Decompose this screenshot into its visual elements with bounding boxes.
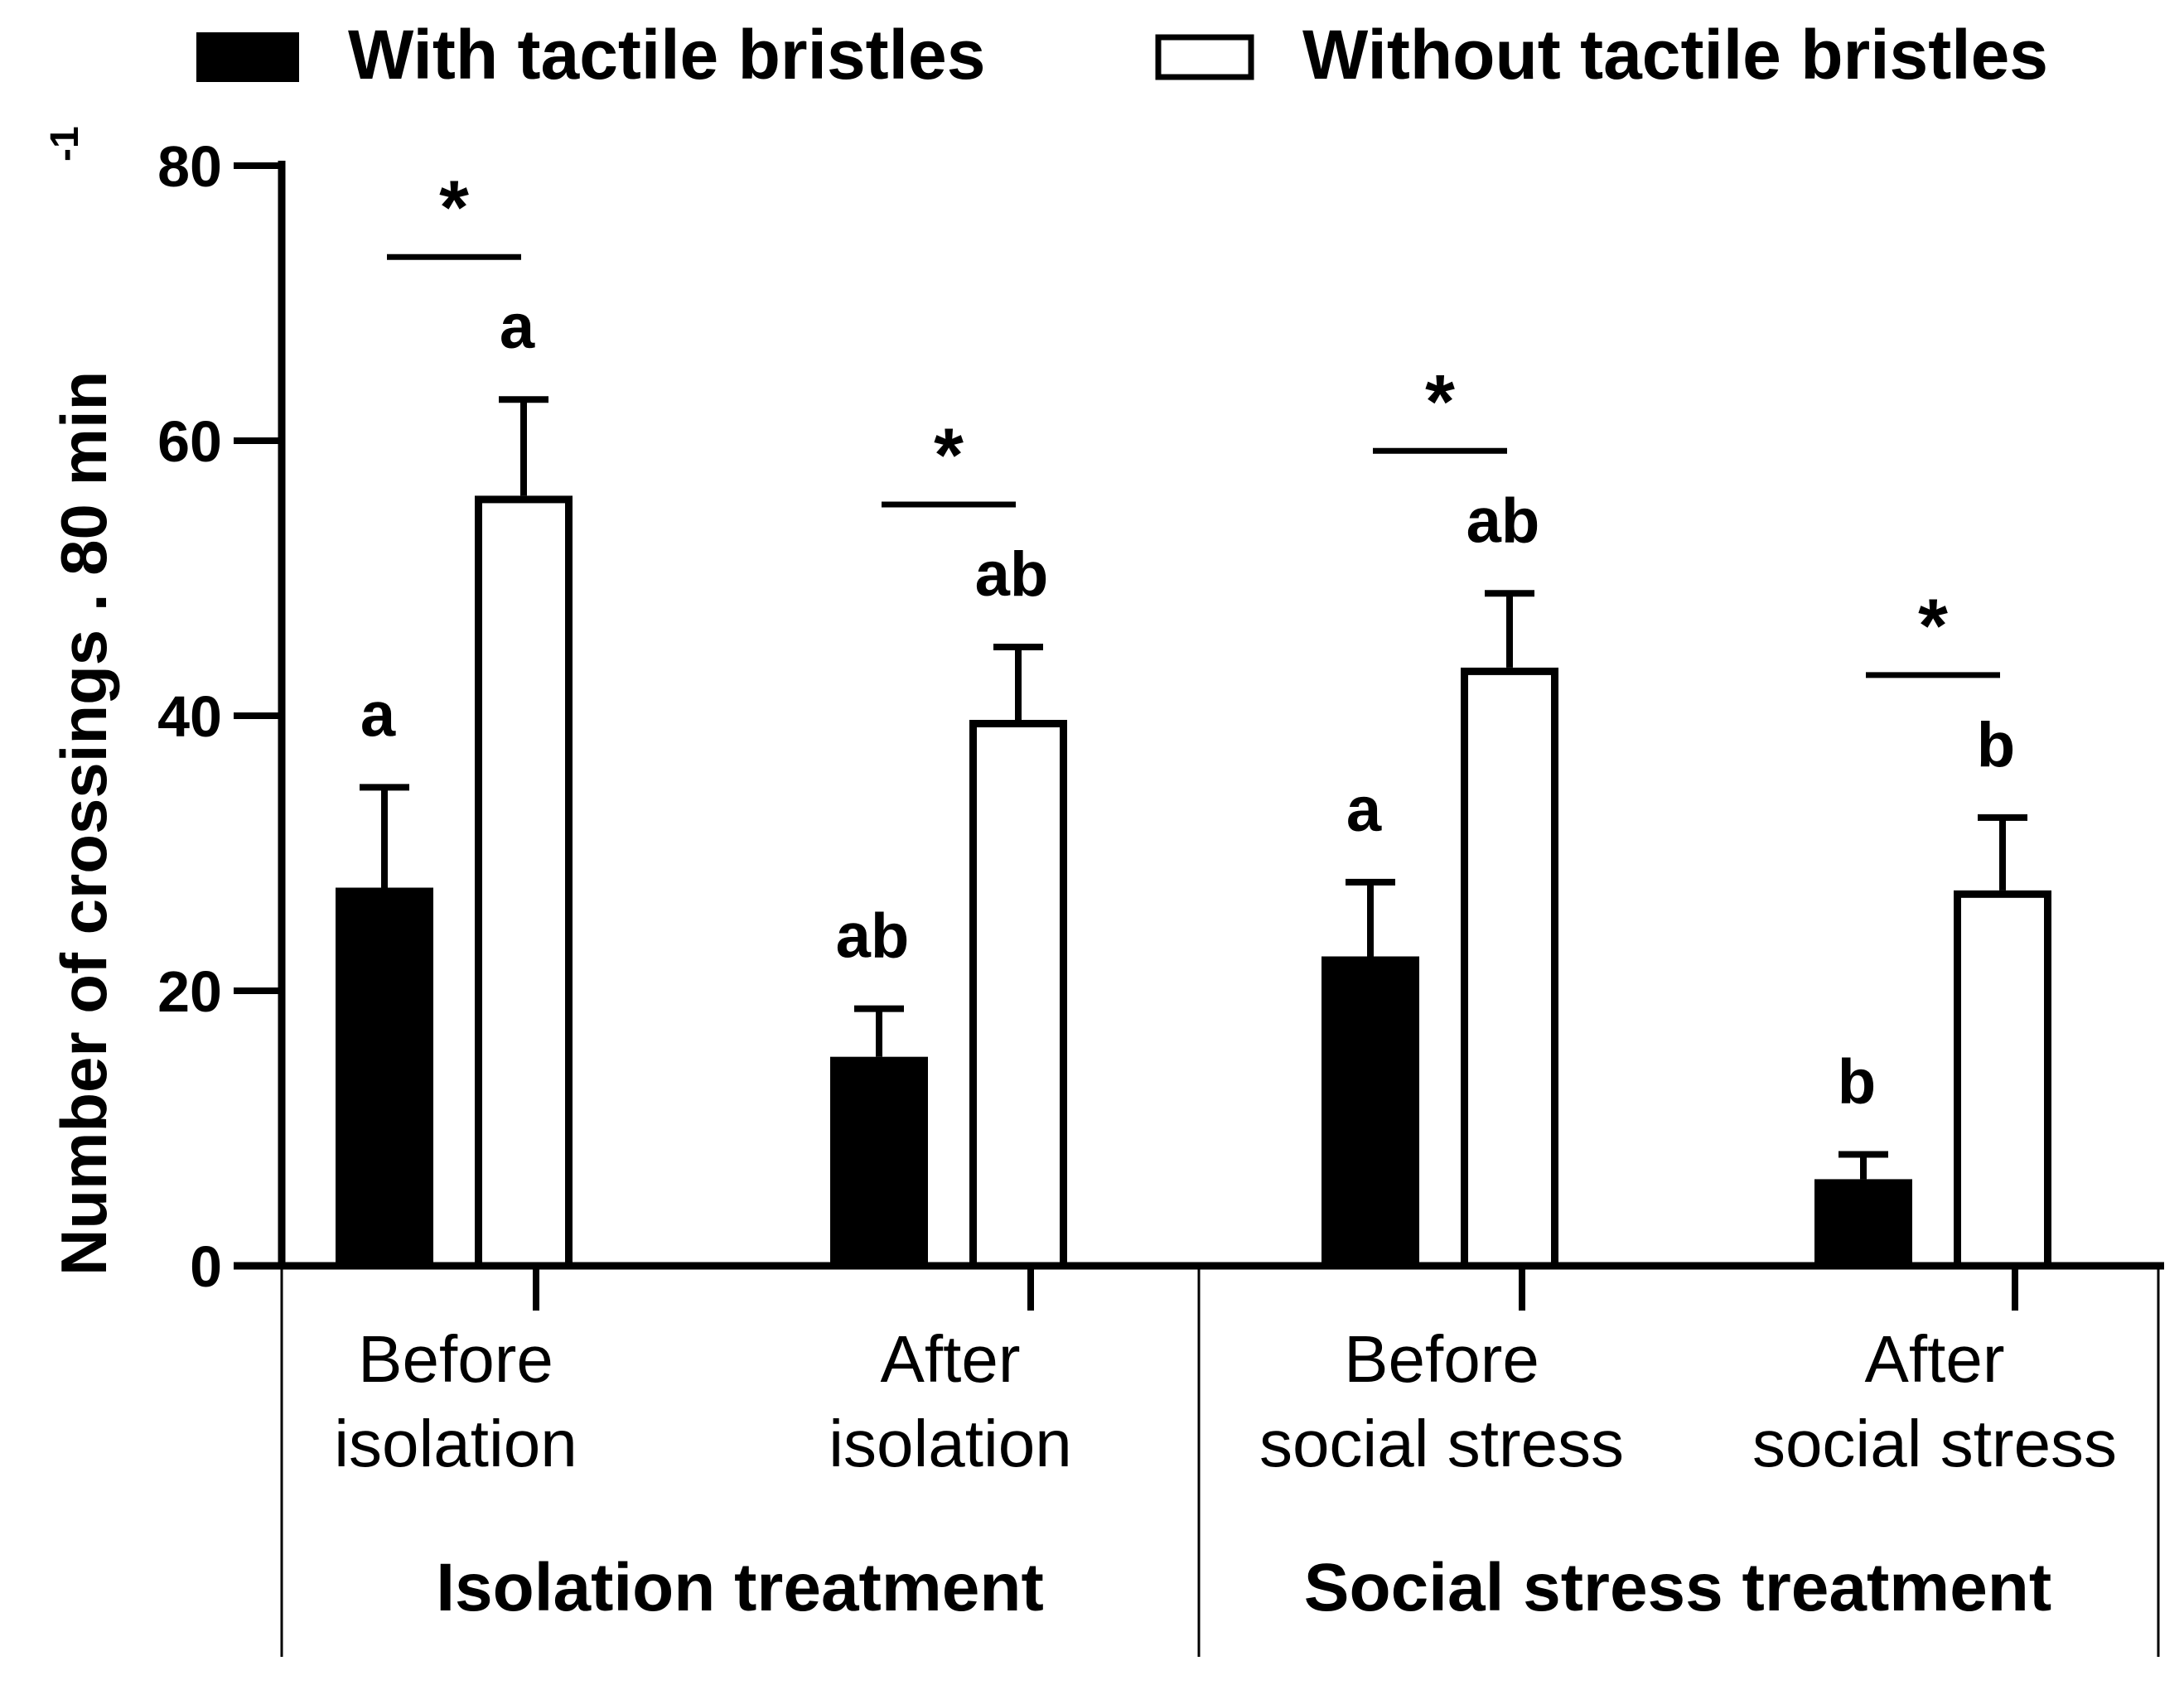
category-label-line2: social stress <box>1752 1407 2117 1480</box>
significance-letter: a <box>500 292 535 362</box>
legend-swatch-without-bristles <box>1155 34 1254 80</box>
y-tick-label: 60 <box>157 409 222 474</box>
legend-swatch-with-bristles <box>196 32 299 82</box>
y-tick-label: 20 <box>157 959 222 1024</box>
legend-label-with-bristles: With tactile bristles <box>348 16 985 94</box>
significance-letter: ab <box>975 539 1049 610</box>
bar-without-bristles <box>475 495 573 1270</box>
significance-star: * <box>1918 584 1948 669</box>
group-labels: Isolation treatment Social stress treatme… <box>436 1550 2051 1625</box>
significance-letter: b <box>1838 1047 1876 1118</box>
y-axis-label: Number of crossings . 80 min <box>47 371 120 1276</box>
category-2: a ab* <box>1322 360 1558 1311</box>
x-category-labels: Before isolation After isolation Before socia… <box>334 1322 2117 1480</box>
significance-letter: b <box>1977 710 2015 780</box>
category-label-line1: Before <box>358 1322 553 1396</box>
significance-letter: ab <box>836 901 910 972</box>
bar-with-bristles <box>830 1056 928 1266</box>
bar-without-bristles <box>969 719 1067 1270</box>
category-label-line2: isolation <box>829 1407 1072 1480</box>
significance-star: * <box>439 166 469 250</box>
y-tick-label: 80 <box>157 134 222 199</box>
category-label-line2: isolation <box>334 1407 577 1480</box>
legend-label-without-bristles: Without tactile bristles <box>1302 16 2048 94</box>
category-label-line2: social stress <box>1259 1407 1624 1480</box>
group-label: Isolation treatment <box>436 1550 1044 1625</box>
legend: With tactile bristles Without tactile br… <box>196 16 2048 94</box>
significance-letter: a <box>360 679 396 750</box>
category-3: b b * <box>1814 584 2051 1311</box>
category-label-line1: After <box>1865 1322 2005 1396</box>
bar-with-bristles <box>336 887 433 1266</box>
y-ticks: 0 20 40 60 80 <box>157 134 282 1299</box>
y-axis-title: Number of crossings . 80 min -1 <box>43 126 120 1276</box>
bar-with-bristles <box>1814 1179 1912 1266</box>
significance-star: * <box>1425 360 1455 444</box>
y-tick-label: 40 <box>157 684 222 749</box>
significance-letter: ab <box>1466 485 1540 556</box>
category-label-line1: After <box>881 1322 1021 1396</box>
significance-letter: a <box>1346 775 1382 845</box>
category-label-line1: Before <box>1344 1322 1539 1396</box>
group-label: Social stress treatment <box>1304 1550 2051 1625</box>
bar-without-bristles <box>1954 890 2051 1270</box>
category-0: a a * <box>336 166 573 1311</box>
y-tick-label: 0 <box>190 1234 222 1299</box>
bar-with-bristles <box>1322 956 1419 1266</box>
significance-star: * <box>934 413 964 498</box>
bar-without-bristles <box>1461 667 1558 1270</box>
y-axis-label-superscript: -1 <box>43 126 87 162</box>
